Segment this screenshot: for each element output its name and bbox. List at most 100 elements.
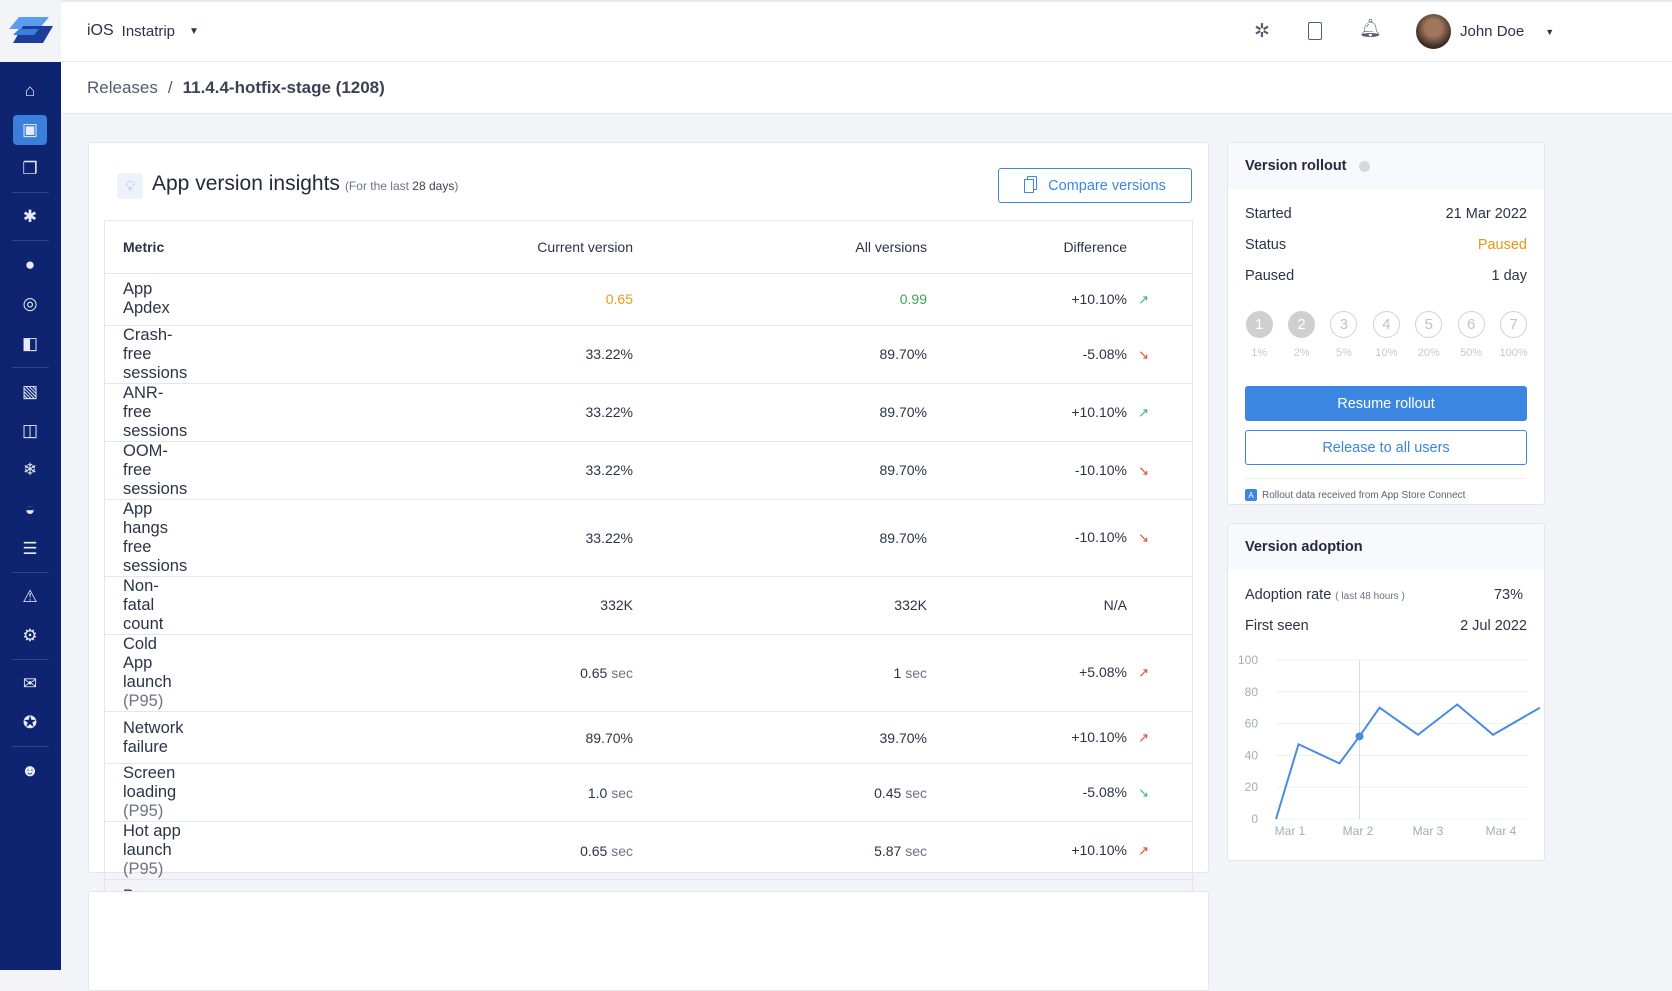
bell-icon[interactable]: 🔔︎	[1359, 18, 1382, 38]
current-value: 332K	[188, 575, 633, 635]
adoption-rate-label: Adoption rate	[1245, 586, 1332, 603]
version-rollout-card: Version rollout Started 21 Mar 2022 Statu…	[1227, 142, 1545, 505]
current-value: 33.22%	[188, 498, 633, 577]
current-value: 89.70%	[188, 710, 633, 764]
current-value: 0.65	[188, 272, 633, 326]
apm-icon[interactable]: ▧	[21, 382, 39, 401]
metric-name: App hangs free sessions	[105, 498, 188, 577]
table-row: ANR-free sessions 33.22% 89.70% +10.10% ↗	[105, 382, 1192, 442]
x-tick-label: Mar 2	[1343, 824, 1374, 838]
trend-arrow-icon: ↗	[1138, 404, 1149, 420]
difference-value: -5.08% ↘	[927, 324, 1192, 384]
started-value: 21 Mar 2022	[1445, 205, 1527, 222]
breadcrumb: Releases / 11.4.4-hotfix-stage (1208)	[61, 62, 1672, 114]
anr-icon[interactable]: ◎	[22, 294, 38, 313]
all-versions-value: 0.99	[633, 272, 927, 326]
col-difference: Difference	[927, 221, 1192, 274]
status-badge: Paused	[1477, 236, 1527, 253]
status-label: Status	[1245, 236, 1287, 253]
rollout-step: 6 50%	[1450, 311, 1492, 359]
trend-arrow-icon: ↘	[1138, 462, 1149, 478]
alert-icon[interactable]: ⚠	[22, 587, 38, 606]
table-row: OOM-free sessions 33.22% 89.70% -10.10% ↘	[105, 440, 1192, 500]
home-icon[interactable]: ⌂	[24, 81, 36, 100]
app-logo[interactable]	[0, 0, 61, 62]
difference-value: -5.08% ↘	[927, 763, 1192, 822]
resume-rollout-button[interactable]: Resume rollout	[1245, 386, 1527, 421]
difference-value: -10.10% ↘	[927, 440, 1192, 500]
adoption-rate-value: 73%	[1493, 586, 1523, 603]
avatar	[1416, 14, 1451, 49]
crash-icon[interactable]: ●	[24, 255, 36, 274]
current-value: 0.65 sec	[188, 821, 633, 880]
app-store-icon: A	[1245, 489, 1257, 501]
document-icon[interactable]	[1308, 22, 1322, 40]
breadcrumb-current: 11.4.4-hotfix-stage (1208)	[182, 77, 385, 97]
rollout-note: Rollout data received from App Store Con…	[1262, 489, 1466, 501]
y-tick-label: 20	[1245, 780, 1259, 794]
metric-name: OOM-free sessions	[105, 440, 188, 500]
all-versions-value: 89.70%	[633, 498, 927, 577]
network-icon[interactable]: ◒	[24, 500, 36, 519]
trend-arrow-icon: ↗	[1138, 665, 1149, 681]
table-row: Hot app launch (P95) 0.65 sec 5.87 sec +…	[105, 821, 1192, 880]
current-value: 0.65 sec	[188, 633, 633, 712]
adoption-series-line	[1275, 703, 1541, 820]
rollout-step: 5 20%	[1408, 311, 1450, 359]
metric-name: Network failure	[105, 710, 188, 764]
feedback-icon[interactable]: ✉	[22, 674, 38, 693]
metric-name: ANR-free sessions	[105, 382, 188, 442]
started-label: Started	[1245, 205, 1292, 222]
breadcrumb-releases-link[interactable]: Releases	[87, 77, 158, 97]
trend-arrow-icon: ↘	[1138, 785, 1149, 801]
versions-icon[interactable]: ❐	[22, 159, 38, 178]
launch-icon[interactable]: ❄	[22, 460, 38, 479]
server-icon[interactable]: ☰	[22, 539, 38, 558]
user-menu[interactable]: John Doe ▼	[1416, 14, 1554, 49]
platform-label: iOS	[87, 22, 114, 39]
feature-request-icon[interactable]: ✪	[22, 713, 38, 732]
settings-icon[interactable]: ✲	[1254, 21, 1270, 42]
difference-value: -10.10% ↘	[927, 498, 1192, 577]
card-title: App version insights	[152, 172, 340, 195]
table-row: Network failure 89.70% 39.70% +10.10% ↗	[105, 710, 1192, 764]
metrics-table: Metric Current version All versions Diff…	[104, 220, 1193, 934]
bug-icon[interactable]: ✱	[22, 207, 38, 226]
x-tick-label: Mar 1	[1275, 824, 1306, 838]
all-versions-value: 1 sec	[633, 633, 927, 712]
app-selector[interactable]: iOS Instatrip ▼	[87, 22, 199, 40]
copy-icon	[1024, 178, 1035, 193]
first-seen-label: First seen	[1245, 617, 1309, 634]
data-point	[1355, 732, 1364, 741]
info-icon[interactable]	[1358, 160, 1370, 172]
all-versions-value: 5.87 sec	[633, 821, 927, 880]
table-row: App hangs free sessions 33.22% 89.70% -1…	[105, 498, 1192, 577]
table-row: Crash-free sessions 33.22% 89.70% -5.08%…	[105, 324, 1192, 384]
all-versions-value: 0.45 sec	[633, 763, 927, 822]
current-value: 33.22%	[188, 440, 633, 500]
release-to-all-button[interactable]: Release to all users	[1245, 430, 1527, 465]
gear-icon[interactable]: ⚙	[22, 626, 38, 645]
difference-value: +10.10%↗	[927, 710, 1192, 764]
oom-icon[interactable]: ◧	[21, 334, 39, 353]
metric-name: Non-fatal count	[105, 575, 188, 635]
user-name: John Doe	[1460, 23, 1525, 40]
table-row: App Apdex 0.65 0.99 +10.10% ↗	[105, 272, 1192, 326]
app-name: Instatrip	[121, 22, 176, 40]
metric-name: Screen loading (P95)	[105, 763, 188, 822]
compare-versions-button[interactable]: Compare versions	[998, 168, 1192, 203]
metric-name: Cold App launch (P95)	[105, 633, 188, 712]
rollout-steps: 1 1% 2 2% 3 5% 4 10% 5 20% 6 50% 7 100%	[1238, 311, 1544, 359]
lightbulb-icon: 💡︎	[117, 173, 143, 199]
difference-value: +5.08% ↗	[927, 633, 1192, 712]
difference-value: N/A	[927, 575, 1192, 635]
all-versions-value: 89.70%	[633, 440, 927, 500]
screen-icon[interactable]: ◫	[21, 421, 39, 440]
col-current: Current version	[188, 221, 633, 274]
users-icon[interactable]: ☻	[21, 761, 39, 780]
x-tick-label: Mar 3	[1413, 824, 1444, 838]
current-value: 33.22%	[188, 382, 633, 442]
difference-value: +10.10%↗	[927, 382, 1192, 442]
releases-icon[interactable]: ▣	[13, 115, 47, 145]
metric-name: Hot app launch (P95)	[105, 821, 188, 880]
